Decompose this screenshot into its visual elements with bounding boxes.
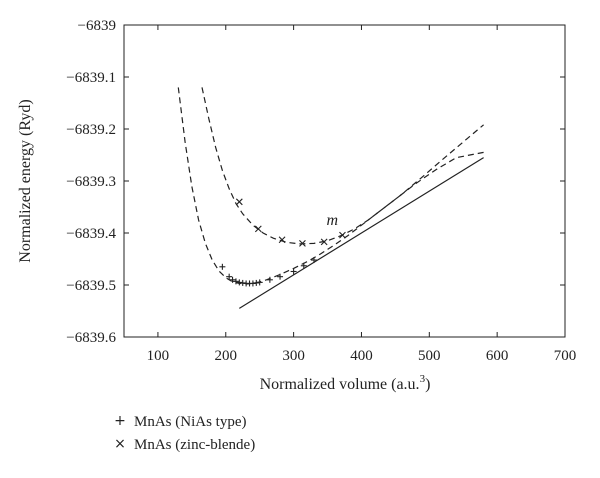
x-tick-label: 300 bbox=[282, 348, 305, 364]
x-axis-label-main: Normalized volume (a.u. bbox=[260, 376, 420, 393]
x-tick-label: 600 bbox=[486, 348, 509, 364]
x-tick-labels: 100 200 300 400 500 600 700 bbox=[147, 348, 577, 364]
data-point bbox=[320, 238, 328, 246]
data-point bbox=[278, 236, 286, 244]
y-tick-label: −6839.5 bbox=[66, 278, 116, 294]
data-point bbox=[300, 262, 307, 269]
x-tick-label: 500 bbox=[418, 348, 441, 364]
x-axis-label-sup: 3 bbox=[420, 373, 426, 385]
y-tick-label: −6839.1 bbox=[66, 70, 116, 86]
y-tick-labels: −6839 −6839.1 −6839.2 −6839.3 −6839.4 −6839.5… bbox=[66, 18, 116, 346]
legend-label-nias: MnAs (NiAs type) bbox=[134, 414, 247, 430]
plot-frame bbox=[123, 24, 566, 338]
x-tick-label: 700 bbox=[554, 348, 577, 364]
legend-marker-plus: + bbox=[114, 413, 126, 429]
data-point bbox=[266, 276, 273, 283]
data-point bbox=[256, 279, 263, 286]
series-line-0 bbox=[177, 87, 484, 285]
data-point bbox=[226, 273, 233, 280]
legend-item-zinc-blende: × MnAs (zinc-blende) bbox=[114, 436, 255, 453]
data-point bbox=[232, 278, 239, 285]
series-line-2 bbox=[238, 157, 484, 309]
series-line-1 bbox=[201, 87, 484, 245]
data-point bbox=[219, 263, 226, 270]
data-point bbox=[235, 198, 243, 206]
y-tick-label: −6839.6 bbox=[66, 330, 116, 346]
y-tick-label: −6839.4 bbox=[66, 226, 116, 242]
x-tick-label: 100 bbox=[147, 348, 170, 364]
legend-item-nias: + MnAs (NiAs type) bbox=[114, 413, 246, 430]
axis-ticks bbox=[124, 24, 566, 338]
y-tick-label: −6839 bbox=[78, 18, 116, 34]
data-point bbox=[254, 225, 262, 233]
legend: + MnAs (NiAs type) × MnAs (zinc-blende) bbox=[114, 413, 255, 453]
data-point bbox=[310, 257, 317, 264]
series-markers bbox=[219, 198, 346, 287]
x-tick-label: 200 bbox=[215, 348, 238, 364]
data-point bbox=[290, 268, 297, 275]
data-point bbox=[277, 273, 284, 280]
x-tick-label: 400 bbox=[350, 348, 373, 364]
y-tick-label: −6839.2 bbox=[66, 122, 116, 138]
x-axis-label: Normalized volume (a.u.3) bbox=[260, 373, 431, 393]
y-tick-label: −6839.3 bbox=[66, 174, 116, 190]
y-axis-label: Normalized energy (Ryd) bbox=[17, 99, 34, 262]
legend-marker-cross: × bbox=[114, 436, 126, 452]
data-point bbox=[299, 240, 306, 247]
data-point bbox=[339, 231, 346, 239]
data-point bbox=[229, 276, 236, 283]
x-axis-label-close: ) bbox=[425, 376, 430, 393]
series-lines bbox=[177, 87, 484, 309]
annotation-m: m bbox=[327, 212, 339, 229]
legend-label-zinc-blende: MnAs (zinc-blende) bbox=[134, 437, 255, 453]
